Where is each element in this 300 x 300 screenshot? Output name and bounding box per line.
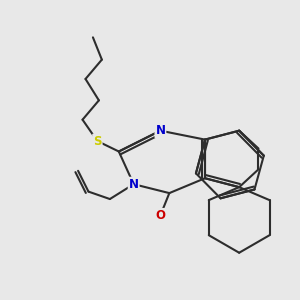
Text: N: N — [155, 124, 165, 137]
Text: N: N — [129, 178, 139, 191]
Text: S: S — [93, 135, 102, 148]
Text: O: O — [155, 209, 165, 222]
